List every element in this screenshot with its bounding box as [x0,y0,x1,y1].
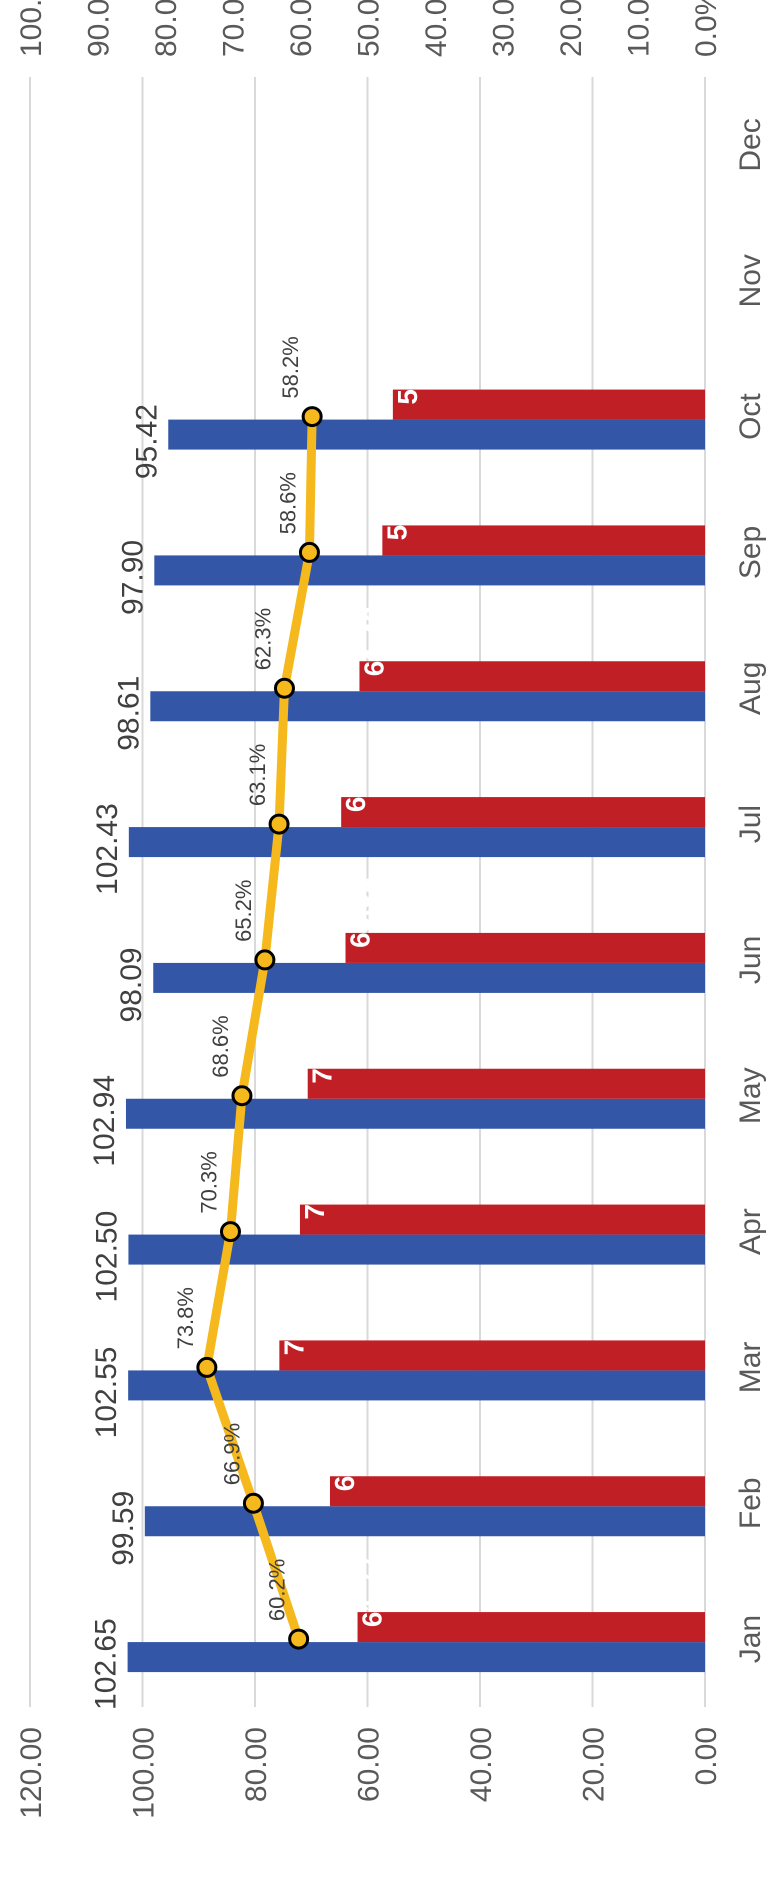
category-label: Sep [734,526,767,579]
occupancy-data-label: 58.6% [275,472,300,534]
occupancy-marker [298,541,320,563]
occupancy-data-label: 65.2% [231,880,256,942]
adr-bar [150,691,706,722]
revpar-data-label: 70.63 [307,1014,338,1084]
category-label: Oct [734,393,767,440]
primary-axis-tick-label: 20.00 [578,1727,611,1802]
category-label: Apr [734,1208,767,1255]
occupancy-marker [231,1085,253,1107]
secondary-axis-tick-label: 100.0% [15,0,48,57]
revpar-data-label: 55.49 [392,335,423,405]
category-label: Jun [734,936,767,984]
revpar-data-label: 61.43 [358,606,389,676]
occupancy-marker [273,677,295,699]
occupancy-line [202,416,317,1641]
occupancy-data-label: 62.3% [250,608,275,670]
revpar-data-label: 63.91 [345,878,376,948]
category-label: Mar [734,1342,767,1394]
revpar-bar [307,1068,705,1099]
adr-bar [128,1370,705,1401]
revpar-bar [329,1476,705,1507]
revpar-data-label: 57.36 [381,470,412,540]
revpar-bar [359,661,705,692]
adr-bar [128,1234,705,1265]
category-label: May [734,1067,767,1124]
occupancy-data-label: 73.8% [173,1287,198,1349]
adr-bar [168,419,705,450]
occupancy-data-label: 60.2% [265,1559,290,1621]
adr-data-label: 98.09 [115,947,148,1022]
adr-bar [154,555,705,586]
primary-axis-tick-label: 60.00 [353,1727,386,1802]
secondary-axis-tick-label: 60.0% [285,0,318,57]
adr-bar [125,1098,705,1129]
adr-bar [144,1506,705,1537]
adr-data-label: 98.61 [112,676,145,751]
category-label: Nov [734,254,767,307]
primary-axis-tick-label: 100.00 [128,1727,161,1819]
occupancy-marker [254,949,276,971]
adr-data-label: 102.94 [88,1075,121,1167]
revpar-bar [345,932,705,963]
category-label: Aug [734,662,767,715]
occupancy-data-label: 66.9% [219,1423,244,1485]
adr-bar [128,827,706,858]
adr-data-label: 99.59 [107,1491,140,1566]
occupancy-data-label: 63.1% [245,744,270,806]
adr-bar [127,1642,705,1673]
secondary-axis-tick-label: 10.0% [623,0,656,57]
category-label: Feb [734,1477,767,1529]
revpar-data-label: 75.67 [278,1285,309,1355]
adr-data-label: 102.43 [91,803,124,895]
secondary-axis-tick-label: 50.0% [353,0,386,57]
secondary-axis-tick-label: 30.0% [488,0,521,57]
secondary-axis-tick-label: 0.0% [690,0,723,57]
adr-bar [153,962,705,993]
occupancy-data-label: 70.3% [196,1151,221,1213]
secondary-axis-tick-label: 80.0% [150,0,183,57]
revpar-data-label: 61.77 [357,1557,388,1627]
chart-rotated-group: 0.00 20.00 40.00 60.00 80.00 100.00 120.00 0.0%… [15,0,767,1819]
secondary-axis-tick-label: 70.0% [218,0,251,57]
primary-axis-tick-label: 0.00 [690,1727,723,1785]
occupancy-marker [242,1492,264,1514]
adr-data-label: 102.55 [90,1347,123,1439]
primary-axis-tick-label: 80.00 [240,1727,273,1802]
revpar-bar [279,1340,705,1371]
revpar-bar [299,1204,705,1235]
revpar-data-label: 64.68 [340,742,371,812]
adr-data-label: 102.50 [90,1211,123,1303]
secondary-axis-tick-label: 20.0% [555,0,588,57]
adr-data-label: 95.42 [130,404,163,479]
revpar-data-label: 72.01 [299,1150,330,1220]
occupancy-data-label: 58.2% [278,336,303,398]
revpar-bar [357,1612,705,1643]
adr-data-label: 102.65 [90,1618,123,1710]
revpar-bar [392,389,705,420]
primary-axis-tick-label: 40.00 [465,1727,498,1802]
primary-axis-tick-label: 120.00 [15,1727,48,1819]
category-label: Jul [734,805,767,843]
category-label: Dec [734,118,767,171]
adr-data-label: 97.90 [116,540,149,615]
occupancy-marker [268,813,290,835]
occupancy-marker [219,1221,241,1243]
revpar-bar [382,525,705,556]
occupancy-marker [301,406,323,428]
revpar-bar [341,797,705,828]
secondary-axis-tick-label: 90.0% [83,0,116,57]
occupancy-data-label: 68.6% [208,1015,233,1077]
occupancy-marker [288,1628,310,1650]
occupancy-marker [196,1356,218,1378]
revpar-data-label: 66.67 [329,1421,360,1491]
category-label: Jan [734,1615,767,1663]
secondary-axis-tick-label: 40.0% [420,0,453,57]
